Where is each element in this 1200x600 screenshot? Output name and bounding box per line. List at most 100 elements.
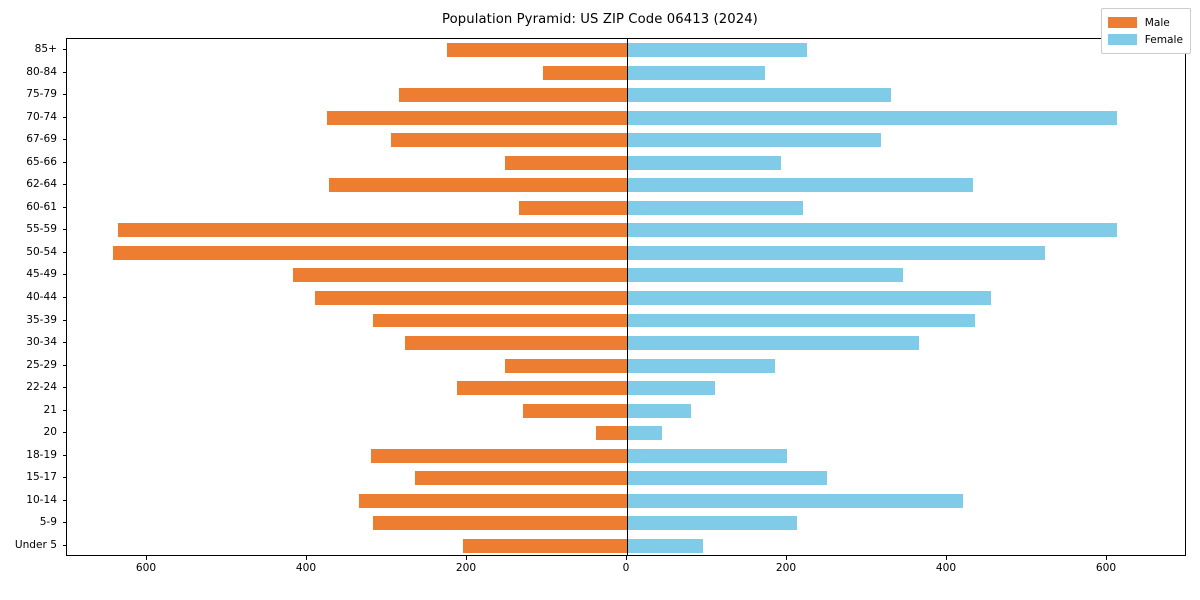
bar-female[interactable] [627,516,797,531]
bar-female[interactable] [627,155,781,170]
bar-male[interactable] [595,426,627,441]
bar-row [67,538,1185,553]
plot-area [66,38,1186,556]
x-tick-mark [1106,556,1107,560]
x-tick-label: 600 [1095,562,1117,574]
bar-male[interactable] [329,178,627,193]
bar-row [67,358,1185,373]
bar-male[interactable] [118,223,627,238]
bar-male[interactable] [523,403,627,418]
y-tick-label: 10-14 [26,493,57,506]
bar-male[interactable] [112,245,627,260]
bar-male[interactable] [293,268,627,283]
y-tick-mark [62,49,66,51]
y-tick-mark [62,544,66,546]
bar-row [67,88,1185,103]
x-tick-mark [786,556,787,560]
bar-male[interactable] [391,133,627,148]
bar-row [67,110,1185,125]
x-tick-label: 400 [935,562,957,574]
bar-male[interactable] [505,155,627,170]
y-tick-mark [62,184,66,186]
y-tick-mark [62,71,66,73]
y-tick-mark [62,522,66,524]
y-tick-mark [62,454,66,456]
bars-layer [67,39,1185,555]
bar-male[interactable] [519,200,627,215]
bar-female[interactable] [627,493,963,508]
bar-row [67,313,1185,328]
bar-female[interactable] [627,291,991,305]
bar-female[interactable] [627,426,663,441]
bar-male[interactable] [399,88,627,103]
y-tick-mark [62,206,66,208]
y-tick-mark [62,499,66,501]
bar-row [67,516,1185,531]
bar-female[interactable] [627,178,973,193]
bar-female[interactable] [627,313,975,328]
y-tick-label: 40-44 [26,291,57,303]
y-tick-label: 20 [43,426,57,439]
bar-male[interactable] [505,358,627,373]
bar-male[interactable] [404,336,627,350]
legend: Male Female [1100,8,1191,54]
bar-male[interactable] [372,313,627,328]
y-tick-mark [62,274,66,276]
bar-male[interactable] [359,493,627,508]
x-tick-mark [146,556,147,560]
y-tick-label: 22-24 [26,381,57,394]
y-axis: 85+ 80-84 75-79 70-74 67-69 65-66 62-64 60-61 55… [0,38,66,556]
y-tick-label: 60-61 [26,200,57,213]
y-tick-label: 5-9 [39,516,57,529]
bar-male[interactable] [327,110,627,125]
y-tick-label: 21 [43,403,57,416]
y-tick-label: 70-74 [26,110,57,123]
bar-female[interactable] [627,133,882,148]
legend-item-male[interactable]: Male [1107,14,1183,31]
bar-female[interactable] [627,381,715,396]
bar-male[interactable] [463,538,627,553]
y-tick-label: 55-59 [26,223,57,236]
y-tick-label: 85+ [34,43,57,56]
x-tick-mark [306,556,307,560]
bar-female[interactable] [627,403,691,418]
y-tick-mark [62,116,66,118]
bar-male[interactable] [447,43,627,58]
x-tick-label: 200 [775,562,797,574]
bar-female[interactable] [627,336,919,350]
y-tick-mark [62,94,66,96]
y-tick-label: 62-64 [26,178,57,191]
bar-female[interactable] [627,223,1118,238]
bar-female[interactable] [627,200,803,215]
bar-row [67,471,1185,486]
bar-male[interactable] [315,291,627,305]
bar-female[interactable] [627,471,827,486]
x-tick-mark [626,556,627,560]
bar-female[interactable] [627,43,807,58]
y-tick-mark [62,161,66,163]
y-tick-mark [62,342,66,344]
x-tick-label: 400 [295,562,317,574]
bar-female[interactable] [627,245,1046,260]
bar-male[interactable] [456,381,627,396]
bar-female[interactable] [627,268,903,283]
y-tick-label: 15-17 [26,471,57,484]
x-axis: 600 400 200 0 200 400 600 [66,556,1186,596]
bar-male[interactable] [415,471,627,486]
bar-row [67,448,1185,463]
bar-female[interactable] [627,65,765,80]
y-tick-mark [62,364,66,366]
bar-female[interactable] [627,88,891,103]
bar-female[interactable] [627,358,775,373]
y-tick-label: 25-29 [26,358,57,371]
legend-item-female[interactable]: Female [1107,31,1183,48]
bar-male[interactable] [543,65,627,80]
y-tick-mark [62,477,66,479]
bar-female[interactable] [627,110,1118,125]
bar-row [67,291,1185,305]
bar-female[interactable] [627,538,703,553]
legend-label-female: Female [1144,33,1183,46]
bar-male[interactable] [372,516,627,531]
bar-female[interactable] [627,448,787,463]
bar-male[interactable] [371,448,627,463]
